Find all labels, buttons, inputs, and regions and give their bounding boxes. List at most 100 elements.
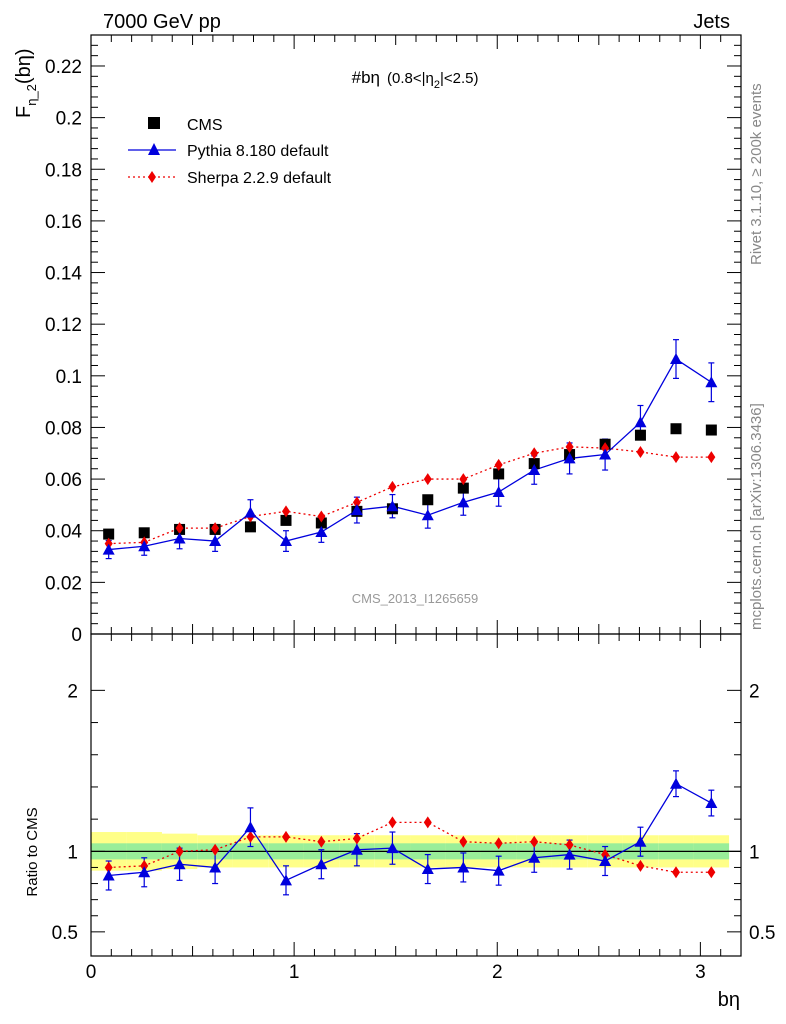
ratio-pythia-point (563, 848, 576, 860)
ratio-sherpa-line (108, 821, 712, 873)
pythia-point (350, 504, 363, 516)
ratio-sherpa-point (246, 830, 255, 843)
ratio-sherpa-point (282, 830, 290, 843)
ratio-y-tick-label-right: 1 (749, 842, 760, 863)
sherpa-point (672, 451, 680, 464)
ratio-pythia-point (386, 842, 399, 854)
cms-point (634, 429, 646, 441)
cms-point (244, 521, 256, 533)
pythia-point (421, 509, 434, 521)
main-series (102, 339, 718, 560)
ratio-axis-ticks (90, 634, 742, 956)
cms-point (670, 423, 682, 435)
ratio-y-tick-label: 2 (67, 681, 78, 702)
ratio-sherpa-point (423, 816, 432, 829)
main-y-tick-label: 0.18 (45, 160, 82, 181)
plot-title-sub-index: 2 (434, 79, 440, 91)
header-energy-label: 7000 GeV pp (103, 11, 221, 33)
main-y-tick-label: 0.08 (45, 418, 82, 439)
main-y-tick-label: 0.14 (45, 264, 82, 285)
x-tick-labels: 0 1 2 3 (86, 962, 706, 983)
cms-point (493, 468, 505, 480)
ratio-pythia-point (315, 858, 328, 870)
x-tick-label: 3 (695, 962, 706, 983)
ratio-pythia-point (173, 858, 186, 870)
ratio-pythia-point (102, 869, 115, 881)
cms-point (528, 458, 540, 470)
legend-sherpa-marker (148, 171, 156, 183)
ratio-y-tick-label-right: 0.5 (749, 923, 775, 944)
sherpa-point (636, 445, 645, 458)
main-panel: 0 0.02 0.04 0.06 0.08 0.1 0.12 0.14 0.16 0.18 0.2 0… (13, 34, 742, 646)
ratio-pythia-point (350, 843, 363, 855)
mcplots-label: mcplots.cern.ch [arXiv:1306.3436] (748, 403, 765, 630)
cms-point (705, 424, 717, 436)
sherpa-point (282, 505, 290, 518)
ratio-sherpa-point (388, 816, 397, 829)
x-tick-label: 1 (289, 962, 300, 983)
sherpa-point (494, 458, 503, 471)
ratio-pythia-point (492, 864, 505, 876)
ratio-y-tick-label: 1 (67, 842, 78, 863)
sherpa-point (211, 522, 220, 535)
pythia-point (670, 353, 682, 365)
sherpa-point (352, 496, 361, 509)
ratio-sherpa-point (494, 837, 503, 850)
plot-title: #bη (352, 68, 380, 87)
legend-cms-marker (148, 117, 160, 129)
main-y-tick-label: 0.2 (56, 109, 82, 130)
plot-title-sub: (0.8<|η2|<2.5) (387, 70, 479, 91)
pythia-line (108, 358, 712, 551)
ratio-sherpa-point (175, 845, 184, 858)
sherpa-point (530, 447, 539, 460)
rivet-version-label: Rivet 3.1.10, ≥ 200k events (748, 83, 765, 265)
ratio-pythia-point (209, 861, 222, 873)
pythia-point (173, 532, 186, 544)
pythia-point (492, 485, 505, 497)
analysis-watermark: CMS_2013_I1265659 (352, 591, 479, 606)
ratio-series (102, 770, 718, 896)
ratio-sherpa-point (104, 861, 113, 874)
pythia-point (280, 535, 292, 547)
pythia-point (563, 452, 576, 464)
cms-point (422, 494, 434, 506)
legend-sherpa-label: Sherpa 2.2.9 default (187, 170, 332, 187)
main-y-label-end: (bη) (13, 49, 35, 85)
main-y-tick-label: 0.04 (45, 522, 82, 543)
ratio-pythia-point (599, 855, 612, 867)
ratio-pythia-point (457, 861, 470, 873)
main-y-tick-label: 0 (71, 625, 82, 646)
main-y-tick-label: 0.16 (45, 212, 82, 233)
sherpa-point (601, 442, 610, 455)
pythia-point (634, 416, 647, 428)
plot-title-main: #bη (352, 68, 380, 87)
ratio-sherpa-point (211, 843, 220, 856)
main-y-label-main: F (13, 106, 35, 118)
ratio-pythia-point (670, 777, 682, 789)
cms-point (280, 514, 292, 526)
ratio-pythia-point (280, 874, 292, 886)
ratio-y-tick-labels: 0.5 0.5 1 1 2 2 (52, 681, 776, 944)
cms-point (315, 517, 327, 529)
ratio-pythia-point (634, 835, 647, 847)
pythia-point (705, 376, 718, 388)
ratio-sherpa-point (565, 838, 574, 851)
main-y-axis-label: Fη_2(bη) (13, 49, 39, 119)
pythia-point (528, 464, 541, 476)
ratio-sherpa-point (317, 835, 326, 848)
cms-point (103, 528, 115, 540)
ratio-sherpa-point (672, 866, 680, 879)
ratio-sherpa-point (601, 848, 610, 861)
sherpa-point (423, 473, 432, 486)
sherpa-point (459, 473, 468, 486)
main-axis-ticks (90, 35, 742, 635)
pythia-point (457, 496, 470, 508)
x-tick-label: 0 (86, 962, 97, 983)
sherpa-point (175, 522, 184, 535)
ratio-y-tick-label: 0.5 (52, 923, 78, 944)
pythia-point (244, 506, 257, 518)
main-y-tick-label: 0.22 (45, 57, 82, 78)
ratio-pythia-point (138, 866, 151, 878)
ratio-pythia-line (108, 782, 712, 882)
